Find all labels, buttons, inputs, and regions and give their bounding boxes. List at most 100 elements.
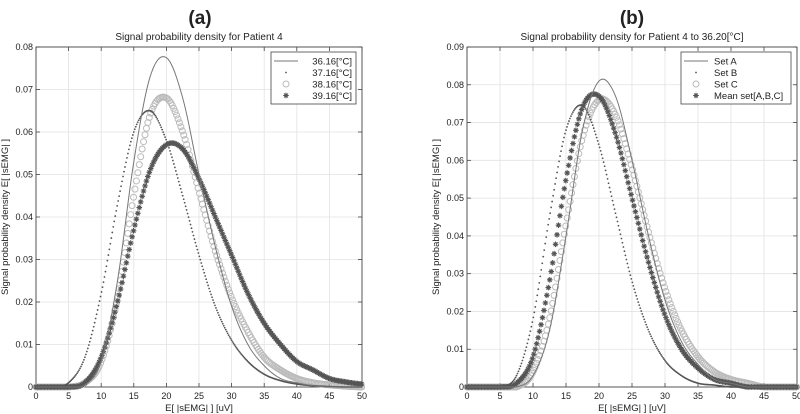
- data-point: [579, 131, 587, 139]
- data-point: [185, 209, 188, 211]
- data-point: [605, 173, 608, 176]
- data-point: [171, 108, 179, 116]
- data-point: [78, 369, 80, 372]
- data-point: [658, 350, 660, 353]
- data-point: [563, 136, 565, 139]
- data-point: [668, 328, 675, 334]
- x-tick-label: 25: [194, 391, 204, 401]
- data-point: [631, 281, 634, 284]
- data-point: [76, 372, 78, 375]
- data-point: [545, 284, 552, 291]
- data-point: [180, 191, 183, 194]
- y-tick-label: 0.05: [446, 193, 464, 203]
- data-point: [219, 318, 222, 321]
- data-point: [589, 118, 592, 121]
- data-point: [302, 363, 309, 370]
- data-point: [178, 184, 181, 187]
- data-point: [86, 347, 89, 350]
- data-point: [584, 108, 587, 110]
- data-point: [144, 119, 152, 127]
- data-point: [530, 325, 533, 328]
- data-point: [547, 223, 550, 226]
- data-point: [147, 165, 154, 172]
- data-point: [216, 261, 224, 269]
- legend-marker-icon: [285, 71, 287, 74]
- data-point: [192, 234, 195, 237]
- data-point: [635, 220, 642, 227]
- data-point: [89, 337, 92, 340]
- data-point: [542, 300, 549, 306]
- x-tick-label: 25: [627, 391, 637, 401]
- data-point: [105, 265, 108, 268]
- data-point: [92, 325, 95, 328]
- data-point: [136, 121, 139, 124]
- data-point: [201, 265, 204, 268]
- chart-panel-a: (a) Signal probability density for Patien…: [0, 8, 367, 414]
- x-axis-label: E[ |sEMG| ] [uV]: [165, 403, 233, 414]
- data-point: [614, 212, 617, 215]
- data-point: [606, 112, 613, 119]
- data-point: [114, 215, 117, 217]
- data-point: [650, 274, 656, 281]
- data-point: [653, 259, 661, 267]
- data-point: [222, 237, 229, 244]
- data-point: [586, 111, 589, 114]
- legend-item: Mean set[A,B,C]: [693, 91, 783, 102]
- data-point: [246, 294, 253, 301]
- legend-label: 37.16[°C]: [312, 68, 352, 79]
- data-point: [218, 227, 224, 234]
- legend-item: 37.16[°C]: [285, 68, 352, 79]
- data-point: [152, 112, 155, 114]
- data-point: [539, 314, 546, 321]
- data-point: [593, 130, 596, 133]
- data-point: [111, 231, 114, 234]
- data-point: [603, 105, 610, 112]
- series-dot: [466, 104, 798, 388]
- data-point: [541, 262, 544, 265]
- data-point: [231, 303, 239, 311]
- data-point: [231, 258, 237, 264]
- data-point: [205, 196, 211, 203]
- data-point: [87, 344, 90, 347]
- data-point: [214, 304, 216, 307]
- data-point: [245, 291, 252, 298]
- data-point: [235, 268, 242, 275]
- data-point: [637, 301, 640, 304]
- data-point: [156, 118, 159, 120]
- data-point: [110, 314, 117, 321]
- data-point: [226, 332, 229, 335]
- data-point: [627, 266, 630, 269]
- data-point: [142, 183, 148, 189]
- data-point: [129, 140, 132, 143]
- data-point: [137, 199, 144, 205]
- x-tick-label: 30: [227, 391, 237, 401]
- data-point: [221, 322, 224, 325]
- series-line: [36, 56, 362, 388]
- data-point: [599, 96, 605, 103]
- data-point: [658, 302, 665, 309]
- data-point: [603, 165, 606, 168]
- data-point: [553, 274, 561, 282]
- data-point: [568, 120, 570, 122]
- data-point: [531, 321, 534, 324]
- data-point: [109, 320, 115, 326]
- y-tick-label: 0.08: [15, 42, 33, 52]
- data-point: [213, 217, 220, 224]
- data-point: [161, 128, 164, 131]
- data-point: [74, 375, 77, 377]
- data-point: [559, 155, 561, 158]
- x-tick-label: 40: [726, 391, 736, 401]
- legend-item: Set A: [684, 57, 737, 68]
- data-point: [607, 116, 614, 123]
- data-point: [523, 368, 530, 375]
- data-point: [124, 166, 126, 168]
- data-point: [190, 227, 193, 230]
- data-point: [524, 349, 527, 352]
- legend-marker-icon: [693, 92, 699, 99]
- data-point: [126, 246, 133, 253]
- data-point: [660, 353, 662, 356]
- data-point: [202, 190, 209, 196]
- x-tick-label: 15: [561, 391, 571, 401]
- data-point: [623, 173, 630, 180]
- data-point: [661, 311, 668, 317]
